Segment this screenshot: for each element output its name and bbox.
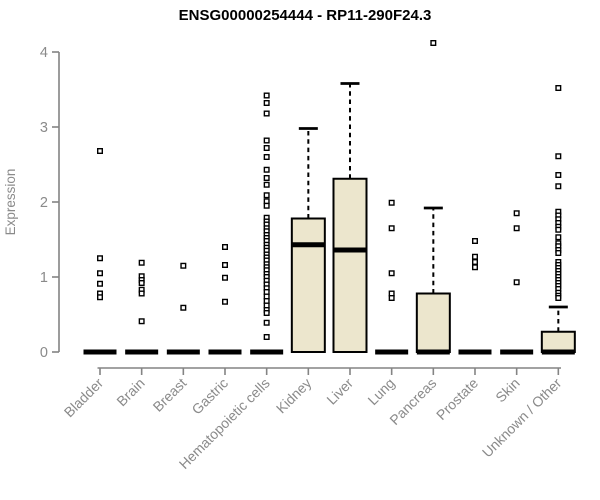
y-tick-label: 2	[40, 195, 48, 211]
outlier-point	[388, 295, 395, 302]
outlier-point	[96, 270, 103, 277]
outlier-point	[263, 99, 270, 106]
outlier-point	[263, 334, 270, 341]
box-group-unknown-other	[540, 84, 576, 355]
box-group-skin	[500, 210, 534, 355]
box-group-pancreas	[415, 40, 451, 355]
outlier-point	[96, 255, 103, 262]
outlier-point	[555, 153, 562, 160]
outlier-point	[221, 262, 228, 269]
outlier-point	[138, 290, 145, 297]
box-group-hematopoietic-cells	[250, 92, 284, 355]
outlier-point	[263, 137, 270, 144]
iqr-box	[290, 217, 326, 353]
outlier-point	[263, 202, 270, 209]
iqr-box	[332, 177, 368, 353]
box-group-brain	[125, 259, 159, 355]
outlier-point	[263, 92, 270, 99]
box-group-breast	[166, 262, 200, 355]
outlier-point	[388, 225, 395, 232]
outlier-point	[388, 270, 395, 277]
y-axis: 0 1 2 3 4 Expression	[3, 45, 60, 361]
y-tick-label: 1	[40, 270, 48, 286]
outlier-point	[555, 171, 562, 178]
outlier-point	[471, 259, 478, 266]
y-tick-label: 0	[40, 345, 48, 361]
outlier-point	[555, 84, 562, 91]
outlier-point	[180, 262, 187, 269]
outlier-point	[96, 280, 103, 287]
y-tick-label: 4	[40, 45, 48, 61]
box-group-lung	[375, 199, 409, 355]
outlier-point	[138, 280, 145, 287]
outlier-point	[138, 318, 145, 325]
box-group-gastric	[208, 243, 242, 355]
outlier-point	[221, 243, 228, 250]
outlier-point	[96, 147, 103, 154]
outlier-point	[263, 174, 270, 181]
outlier-point	[513, 279, 520, 286]
outlier-point	[555, 234, 562, 241]
outlier-point	[388, 199, 395, 206]
y-axis-title: Expression	[3, 169, 18, 236]
box-group-prostate	[458, 237, 492, 355]
outlier-point	[513, 210, 520, 217]
outlier-point	[221, 274, 228, 281]
outlier-point	[263, 153, 270, 160]
box-group-kidney	[290, 127, 326, 353]
outlier-point	[263, 166, 270, 173]
outlier-point	[263, 310, 270, 317]
outlier-point	[471, 264, 478, 271]
outlier-point	[221, 298, 228, 305]
outlier-point	[555, 295, 562, 302]
outlier-point	[263, 144, 270, 151]
outlier-point	[263, 110, 270, 117]
outlier-point	[471, 237, 478, 244]
box-group-liver	[332, 82, 368, 353]
outlier-point	[263, 192, 270, 199]
outlier-point	[180, 304, 187, 311]
outlier-point	[471, 253, 478, 260]
y-tick-label: 3	[40, 120, 48, 136]
outlier-point	[263, 181, 270, 188]
outlier-point	[96, 294, 103, 301]
outlier-point	[513, 225, 520, 232]
outlier-point	[263, 319, 270, 326]
outlier-point	[138, 259, 145, 266]
outlier-point	[555, 183, 562, 190]
chart-title: ENSG00000254444 - RP11-290F24.3	[179, 7, 432, 24]
box-group-bladder	[83, 147, 117, 355]
iqr-box	[540, 330, 576, 353]
outlier-point	[555, 226, 562, 233]
iqr-box	[415, 292, 451, 353]
outlier-point	[430, 40, 437, 47]
outlier-point	[555, 249, 562, 256]
